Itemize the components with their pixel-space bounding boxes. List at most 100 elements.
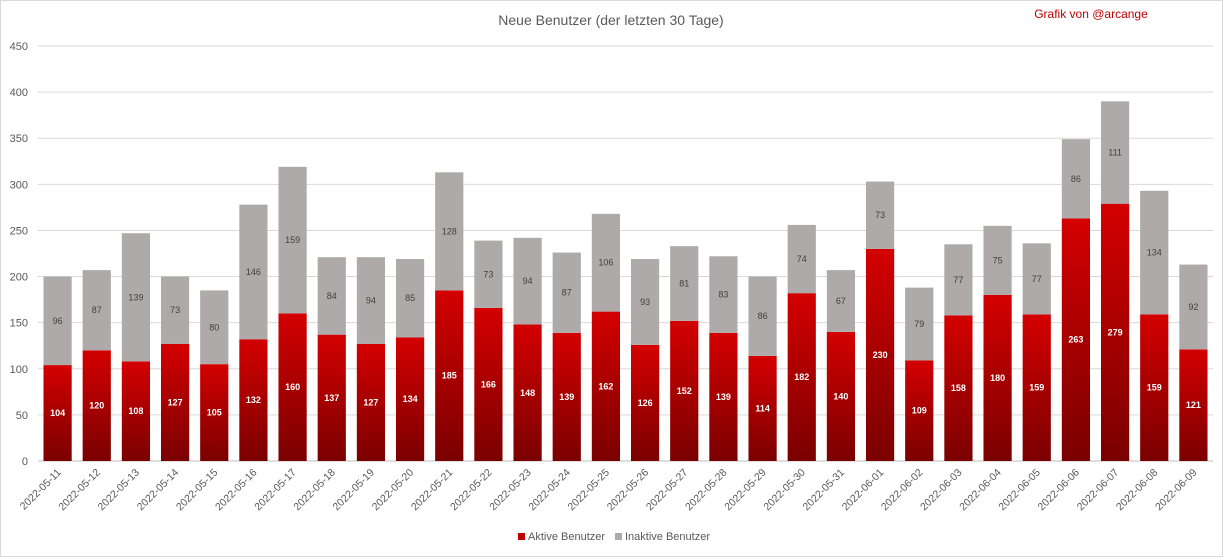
y-tick-label: 150: [10, 318, 28, 330]
data-label-active: 185: [442, 371, 457, 381]
data-label-active: 230: [873, 350, 888, 360]
data-label-inactive: 81: [679, 278, 689, 288]
bar-inactive: [983, 225, 1012, 295]
bar-active: [121, 361, 151, 461]
data-label-inactive: 67: [836, 296, 846, 306]
bar-inactive: [709, 256, 738, 333]
data-label-active: 121: [1186, 400, 1201, 410]
bar-inactive: [552, 252, 581, 333]
bar-inactive: [43, 276, 72, 366]
bar-active: [670, 320, 699, 461]
legend-swatch: [615, 533, 622, 540]
data-label-active: 148: [520, 388, 535, 398]
y-tick-label: 200: [10, 272, 28, 284]
bar-active: [1100, 203, 1130, 461]
data-label-active: 182: [794, 372, 809, 382]
data-label-active: 105: [207, 408, 222, 418]
legend-swatch: [518, 533, 525, 540]
y-tick-label: 0: [22, 456, 28, 468]
bar-active: [513, 324, 542, 461]
bar-active: [43, 365, 72, 461]
bar-inactive: [944, 244, 973, 316]
data-label-active: 158: [951, 383, 966, 393]
data-label-inactive: 79: [914, 319, 924, 329]
bar-active: [160, 343, 190, 461]
data-label-inactive: 86: [758, 311, 768, 321]
bar-active: [356, 343, 386, 461]
data-label-inactive: 134: [1147, 248, 1162, 258]
data-label-active: 114: [755, 403, 770, 413]
y-axis: 0 50 100 150 200 250 300 350 400 450: [10, 41, 28, 468]
bar-inactive: [513, 237, 542, 325]
data-label-active: 120: [89, 401, 104, 411]
chart-title: Neue Benutzer (der letzten 30 Tage): [498, 12, 723, 28]
y-tick-label: 250: [10, 225, 28, 237]
data-label-active: 159: [1029, 383, 1044, 393]
x-tick-label: 2022-06-09: [1153, 467, 1200, 514]
bar-inactive: [121, 233, 151, 362]
data-label-inactive: 85: [405, 293, 415, 303]
bar-inactive: [670, 246, 699, 321]
bar-active: [1179, 349, 1208, 461]
bar-active: [709, 332, 738, 461]
bar-inactive: [317, 257, 346, 335]
data-label-inactive: 73: [483, 269, 493, 279]
bar-inactive: [200, 290, 229, 365]
bars: 104 96 120 87 108 139 127 73 105 80 132 146 160 159 13…: [43, 101, 1208, 461]
data-label-active: 126: [638, 398, 653, 408]
bar-active: [1140, 314, 1169, 461]
data-label-active: 109: [912, 406, 927, 416]
data-label-inactive: 84: [327, 291, 337, 301]
data-label-inactive: 80: [209, 322, 219, 332]
data-label-inactive: 73: [875, 210, 885, 220]
bar-inactive: [1100, 101, 1130, 204]
bar-inactive: [826, 270, 856, 332]
x-axis: 2022-05-112022-05-122022-05-132022-05-14…: [18, 467, 1200, 514]
bar-inactive: [395, 259, 425, 338]
data-label-inactive: 94: [523, 276, 533, 286]
data-label-inactive: 93: [640, 297, 650, 307]
bar-active: [239, 339, 268, 461]
bar-inactive: [865, 181, 895, 249]
legend-label: Aktive Benutzer: [528, 531, 605, 543]
y-tick-label: 400: [10, 87, 28, 99]
data-label-inactive: 128: [442, 226, 457, 236]
gridlines: [38, 45, 1213, 462]
bar-inactive: [160, 276, 190, 344]
chart-credit: Grafik von @arcange: [1034, 7, 1148, 21]
bar-active: [787, 293, 816, 461]
bar-inactive: [1140, 190, 1169, 315]
bar-inactive: [474, 240, 503, 308]
data-label-active: 132: [246, 395, 261, 405]
bar-inactive: [1179, 264, 1208, 350]
bar-inactive: [630, 259, 660, 345]
data-label-active: 160: [285, 382, 300, 392]
data-label-active: 139: [559, 392, 574, 402]
bar-active: [1022, 314, 1051, 461]
bar-active: [395, 337, 425, 461]
bar-inactive: [278, 166, 307, 314]
bar-active: [983, 295, 1012, 461]
bar-inactive: [239, 204, 268, 340]
y-tick-label: 450: [10, 41, 28, 53]
data-label-inactive: 74: [797, 254, 807, 264]
data-label-active: 139: [716, 392, 731, 402]
data-label-active: 137: [324, 393, 339, 403]
bar-active: [552, 332, 581, 461]
y-tick-label: 50: [16, 410, 28, 422]
data-label-inactive: 146: [246, 267, 261, 277]
bar-inactive: [787, 224, 816, 294]
bar-active: [435, 290, 464, 461]
data-label-inactive: 86: [1071, 174, 1081, 184]
bar-active: [1061, 218, 1091, 461]
data-label-inactive: 87: [562, 288, 572, 298]
bar-inactive: [905, 287, 934, 361]
data-label-active: 127: [363, 397, 378, 407]
bar-active: [630, 344, 660, 461]
data-label-active: 166: [481, 379, 496, 389]
data-label-inactive: 73: [170, 305, 180, 315]
data-label-active: 152: [677, 386, 692, 396]
bar-inactive: [1061, 139, 1091, 219]
